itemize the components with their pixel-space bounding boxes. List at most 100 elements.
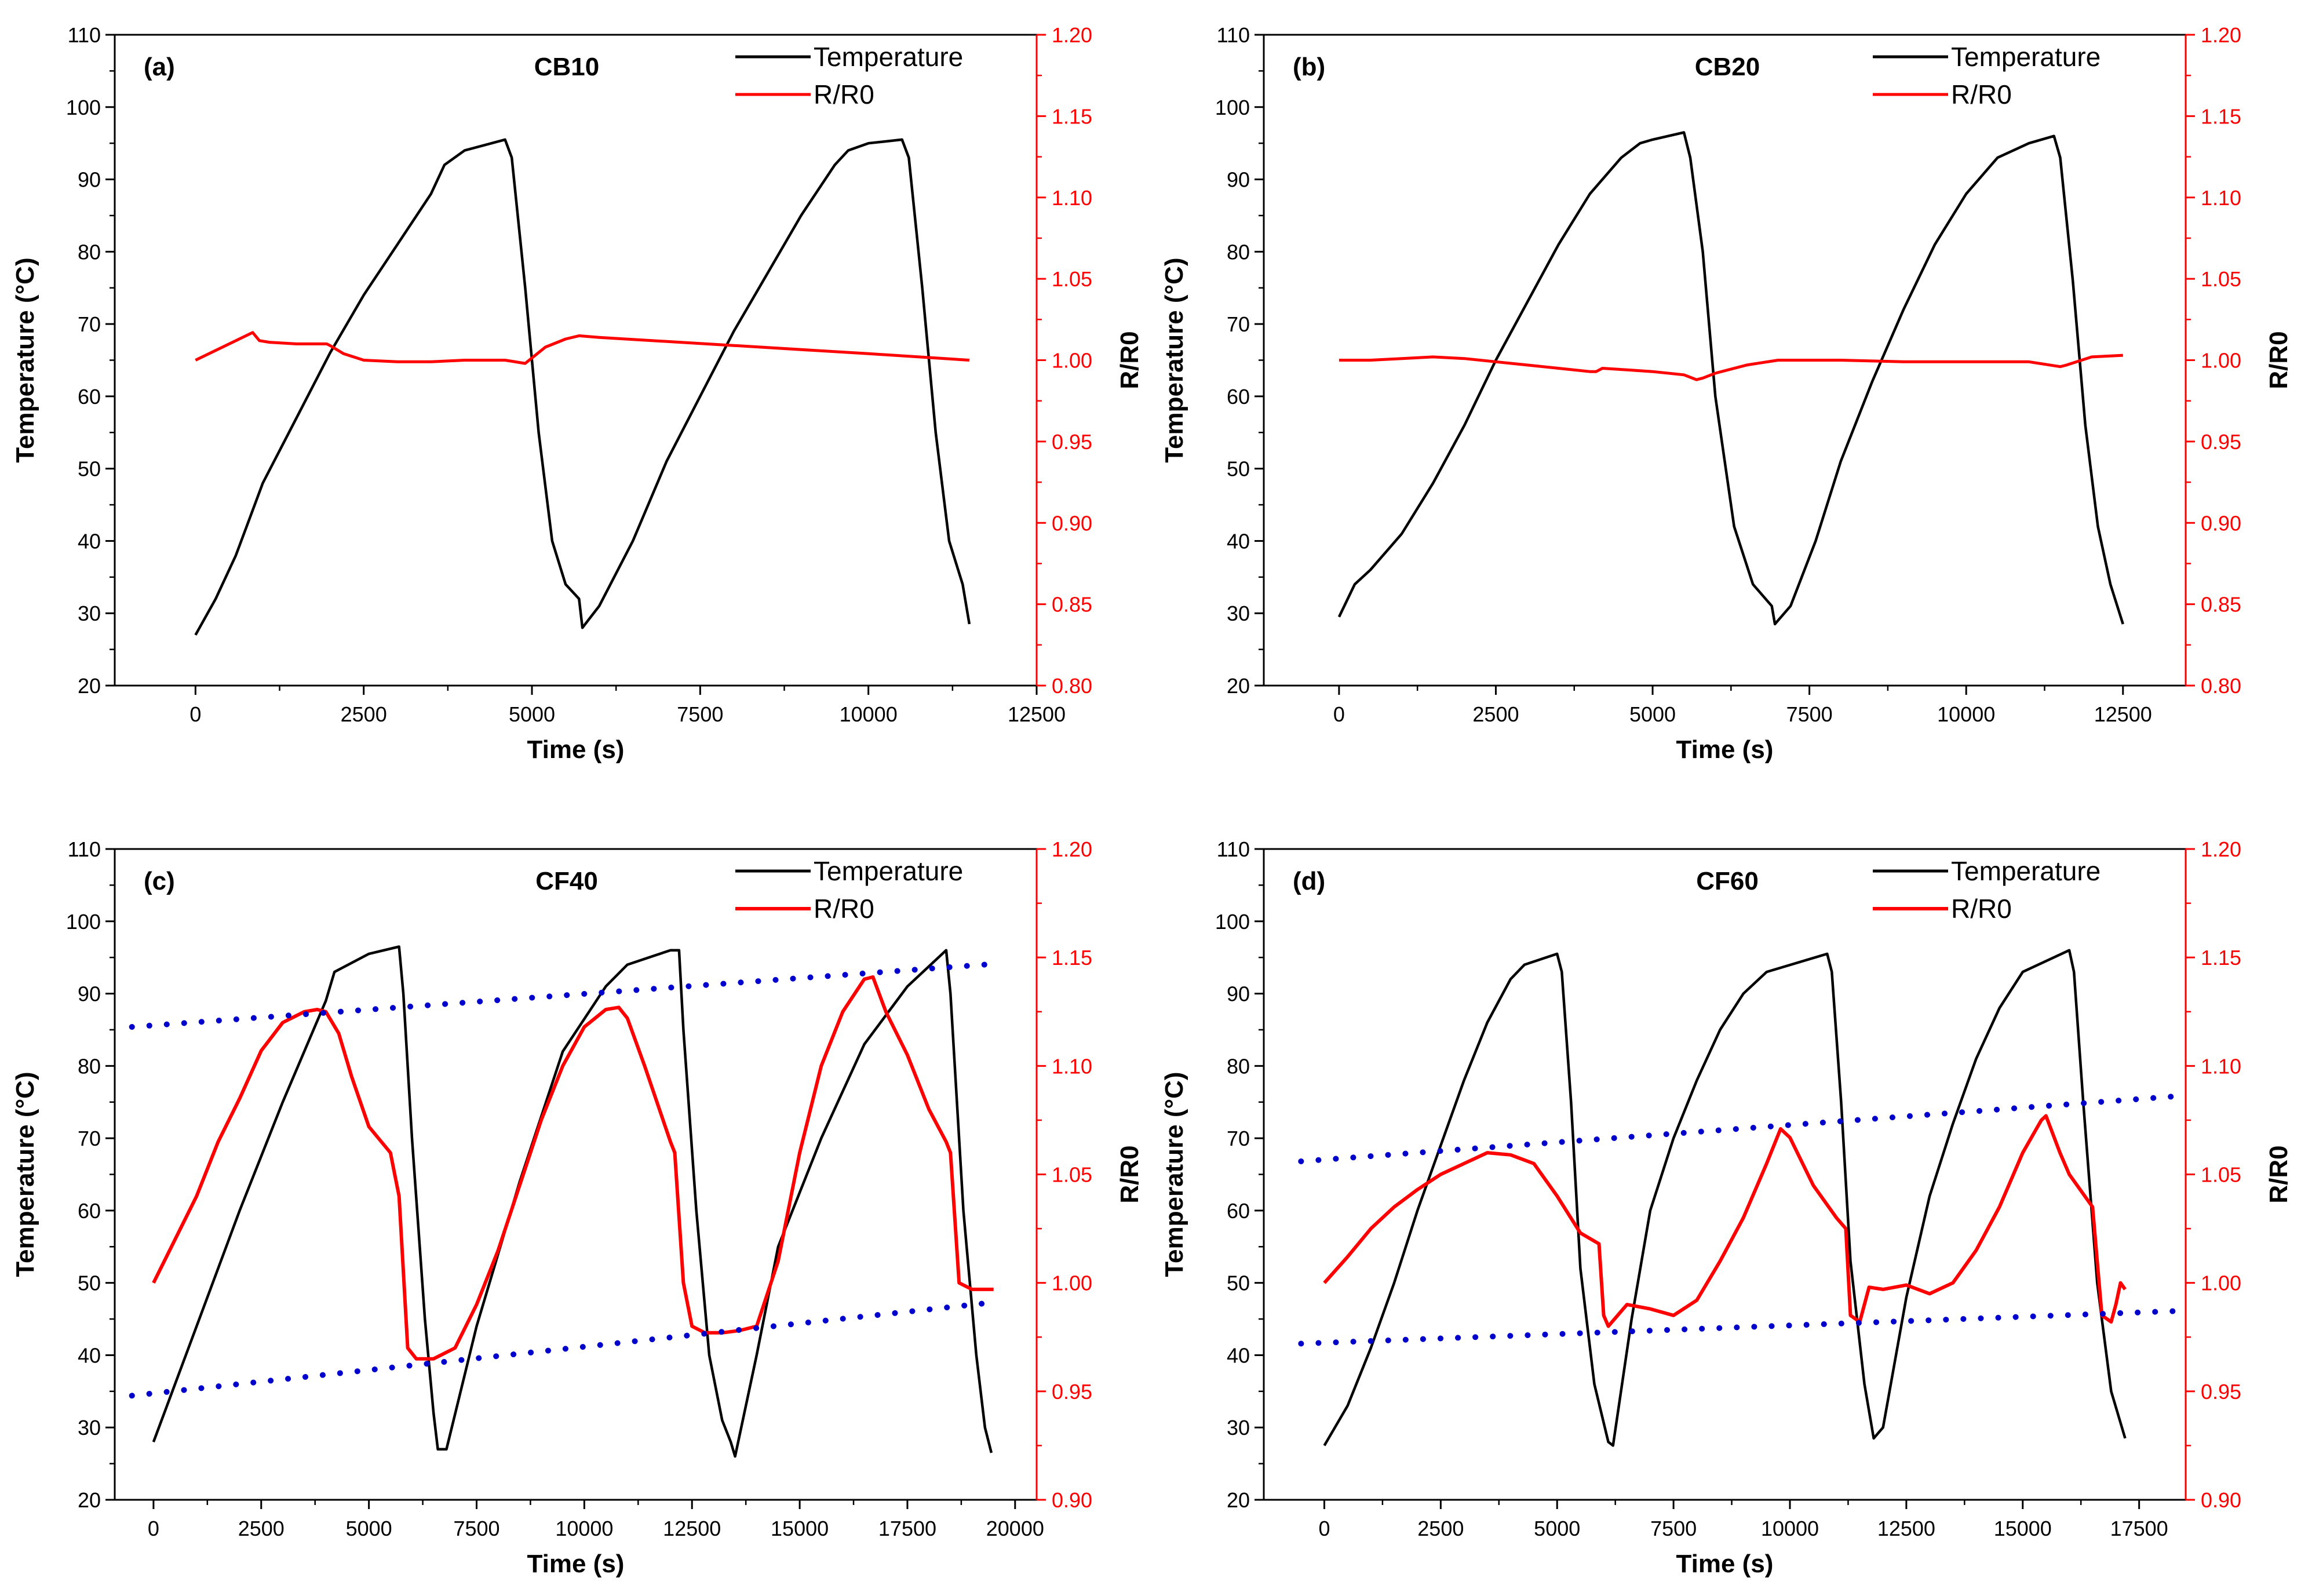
- x-tick-label: 7500: [677, 702, 723, 726]
- y-tick-label: 40: [1227, 529, 1250, 553]
- series-temperature: [194, 138, 971, 636]
- y-tick-label: 80: [1227, 1054, 1250, 1078]
- y2-tick-label: 1.20: [1052, 837, 1092, 861]
- chart-panel-3: 20 30 40 50 60 70 80 90 100 110 0 2500 5000 7500 10000…: [11, 837, 1144, 1578]
- x-tick-label: 17500: [2110, 1517, 2168, 1540]
- chart-title: CF60: [1696, 867, 1759, 895]
- y2-tick-label: 0.95: [2201, 430, 2241, 454]
- y-tick-label: 110: [68, 23, 101, 47]
- y-tick-label: 100: [1215, 910, 1250, 934]
- y2-tick-label: 1.20: [1052, 23, 1092, 47]
- legend-label-resistance: R/R0: [814, 894, 874, 924]
- trend-line-lower: [129, 1299, 997, 1399]
- y-tick-label: 40: [1227, 1343, 1250, 1367]
- y-tick-label: 60: [78, 385, 101, 409]
- y2-tick-label: 1.05: [2201, 1163, 2241, 1187]
- y-axis-label-right: R/R0: [1115, 331, 1144, 389]
- x-tick-label: 2500: [238, 1517, 285, 1540]
- y-tick-label: 70: [1227, 312, 1250, 336]
- x-tick-label: 5000: [509, 702, 555, 726]
- x-tick-label: 2500: [341, 702, 387, 726]
- y-tick-label: 110: [1217, 837, 1250, 861]
- panel-letter: (b): [1293, 53, 1325, 81]
- panel-letter: (d): [1293, 867, 1325, 895]
- x-tick-label: 5000: [1629, 702, 1676, 726]
- y2-tick-label: 1.05: [1052, 267, 1092, 291]
- y-tick-label: 90: [1227, 982, 1250, 1006]
- series-temperature: [1323, 949, 2127, 1447]
- y-tick-label: 40: [78, 1343, 101, 1367]
- y2-tick-label: 1.05: [1052, 1163, 1092, 1187]
- y2-tick-label: 0.90: [2201, 511, 2241, 535]
- x-tick-label: 20000: [986, 1517, 1044, 1540]
- y2-tick-label: 1.00: [1052, 1271, 1092, 1295]
- y-axis-label-left: Temperature (°C): [11, 257, 39, 462]
- x-tick-label: 12500: [1877, 1517, 1935, 1540]
- y2-tick-label: 1.15: [1052, 946, 1092, 970]
- x-tick-label: 12500: [663, 1517, 721, 1540]
- y-tick-label: 80: [78, 240, 101, 264]
- y2-tick-label: 1.00: [2201, 349, 2241, 373]
- y2-tick-label: 1.10: [2201, 186, 2241, 210]
- x-tick-label: 10000: [1937, 702, 1995, 726]
- y2-tick-label: 1.20: [2201, 837, 2241, 861]
- x-tick-label: 12500: [1008, 702, 1066, 726]
- y2-tick-label: 1.00: [1052, 349, 1092, 373]
- chart-title: CF40: [535, 867, 598, 895]
- y-tick-label: 70: [1227, 1127, 1250, 1150]
- x-tick-label: 15000: [1994, 1517, 2052, 1540]
- y-tick-label: 60: [78, 1199, 101, 1223]
- x-tick-label: 5000: [346, 1517, 392, 1540]
- y-axis-label-left: Temperature (°C): [1160, 257, 1188, 462]
- y2-tick-label: 0.90: [1052, 511, 1092, 535]
- series-resistance-ratio: [152, 975, 994, 1361]
- y-tick-label: 20: [78, 1488, 101, 1512]
- x-tick-label: 15000: [771, 1517, 829, 1540]
- y2-tick-label: 1.10: [2201, 1054, 2241, 1078]
- legend-label-temperature: Temperature: [1951, 42, 2101, 72]
- series-resistance-ratio: [1323, 1114, 2127, 1328]
- chart-title: CB10: [534, 53, 600, 81]
- y-tick-label: 40: [78, 529, 101, 553]
- y-tick-label: 100: [66, 910, 101, 934]
- y-tick-label: 90: [78, 982, 101, 1006]
- trend-line-lower: [1298, 1308, 2179, 1347]
- y2-tick-label: 1.15: [2201, 946, 2241, 970]
- y-tick-label: 50: [1227, 457, 1250, 481]
- series-resistance-ratio: [195, 331, 970, 365]
- y-tick-label: 90: [78, 168, 101, 192]
- x-axis-label: Time (s): [527, 1550, 625, 1578]
- y-tick-label: 60: [1227, 385, 1250, 409]
- chart-panel-2: 20 30 40 50 60 70 80 90 100 110 0 2500 5000 7500 10000…: [1160, 23, 2293, 764]
- y-axis-label-right: R/R0: [2264, 1145, 2293, 1203]
- y2-tick-label: 1.10: [1052, 1054, 1092, 1078]
- y-axis-label-left: Temperature (°C): [1160, 1072, 1188, 1277]
- x-tick-label: 2500: [1417, 1517, 1464, 1540]
- chart-title: CB20: [1695, 53, 1760, 81]
- x-tick-label: 10000: [555, 1517, 613, 1540]
- series-resistance-ratio: [1339, 354, 2123, 381]
- x-tick-label: 17500: [878, 1517, 936, 1540]
- trend-line-upper: [1298, 1093, 2179, 1164]
- y2-tick-label: 0.90: [1052, 1488, 1092, 1512]
- y-tick-label: 20: [1227, 674, 1250, 698]
- y-tick-label: 80: [1227, 240, 1250, 264]
- legend-label-resistance: R/R0: [1951, 894, 2012, 924]
- y2-tick-label: 1.20: [2201, 23, 2241, 47]
- x-tick-label: 10000: [1761, 1517, 1819, 1540]
- y2-tick-label: 1.00: [2201, 1271, 2241, 1295]
- panel-letter: (a): [144, 53, 175, 81]
- x-tick-label: 0: [1333, 702, 1345, 726]
- y-axis-label-right: R/R0: [1115, 1145, 1144, 1203]
- legend-label-temperature: Temperature: [814, 856, 963, 886]
- y-tick-label: 60: [1227, 1199, 1250, 1223]
- y2-tick-label: 0.80: [1052, 674, 1092, 698]
- y-tick-label: 20: [1227, 1488, 1250, 1512]
- series-temperature: [1337, 131, 2124, 626]
- y-tick-label: 30: [1227, 1416, 1250, 1440]
- y-tick-label: 80: [78, 1054, 101, 1078]
- x-tick-label: 7500: [1650, 1517, 1697, 1540]
- x-tick-label: 0: [189, 702, 201, 726]
- x-axis-label: Time (s): [1676, 1550, 1774, 1578]
- y2-tick-label: 0.85: [2201, 593, 2241, 617]
